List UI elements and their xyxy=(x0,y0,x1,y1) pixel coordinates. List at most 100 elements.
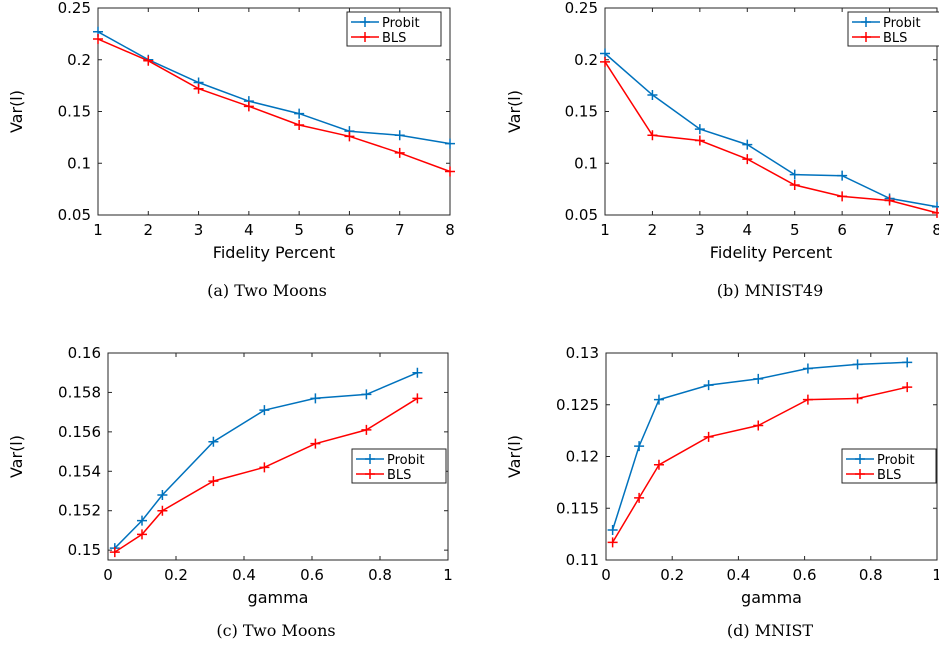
series-line-probit xyxy=(604,52,938,208)
data-point-bls xyxy=(412,393,423,404)
y-tick-label: 0.152 xyxy=(58,502,101,520)
legend-marker xyxy=(861,32,871,42)
x-tick-label: 2 xyxy=(648,221,658,239)
series-line-probit xyxy=(611,361,908,531)
legend-box xyxy=(841,448,937,484)
x-tick-label: 4 xyxy=(244,221,254,239)
x-tick-label: 6 xyxy=(837,221,847,239)
y-tick-label: 0.11 xyxy=(566,551,599,569)
x-tick-label: 6 xyxy=(345,221,355,239)
data-point-bls xyxy=(932,207,939,218)
data-point-probit xyxy=(902,357,913,368)
data-point-probit xyxy=(802,363,813,374)
data-point-bls xyxy=(193,83,204,94)
y-tick-label: 0.12 xyxy=(566,448,599,466)
data-point-probit xyxy=(703,380,714,391)
x-tick-label: 0 xyxy=(103,566,113,584)
data-point-probit xyxy=(208,436,219,447)
data-point-probit xyxy=(157,489,168,500)
data-point-probit xyxy=(259,405,270,416)
data-point-bls xyxy=(703,431,714,442)
legend-label: Probit xyxy=(387,453,425,468)
y-axis-label: Var(l) xyxy=(7,435,26,478)
data-point-probit xyxy=(394,130,405,141)
y-tick-label: 0.05 xyxy=(58,206,91,224)
legend-label: Probit xyxy=(877,453,915,468)
data-point-bls xyxy=(93,34,103,45)
data-point-probit xyxy=(742,139,753,150)
x-tick-label: 0.6 xyxy=(793,566,817,584)
legend-box xyxy=(346,11,442,47)
data-point-bls xyxy=(789,179,800,190)
legend-label: BLS xyxy=(883,31,907,46)
x-axis-label: Fidelity Percent xyxy=(213,243,335,262)
x-axis-label: Fidelity Percent xyxy=(710,243,832,262)
data-point-bls xyxy=(157,505,168,516)
x-axis-label: gamma xyxy=(741,588,802,607)
data-point-bls xyxy=(600,56,610,67)
y-tick-label: 0.25 xyxy=(565,0,598,17)
x-tick-label: 3 xyxy=(194,221,204,239)
data-point-bls xyxy=(694,135,705,146)
data-point-bls xyxy=(607,537,618,548)
data-point-bls xyxy=(802,394,813,405)
subfigure-caption: (a) Two Moons xyxy=(207,281,327,300)
data-point-bls xyxy=(445,166,455,177)
chart-panel-2: 1 2 3 4 5 6 7 8 0.05 0.1 0.15 0.2 0.25 Fidelity Perce… xyxy=(505,0,939,300)
y-tick-label: 0.15 xyxy=(565,103,598,121)
y-tick-label: 0.154 xyxy=(58,462,101,480)
data-point-bls xyxy=(753,420,764,431)
series-line-bls xyxy=(604,61,938,214)
y-tick-label: 0.156 xyxy=(58,423,101,441)
x-tick-label: 4 xyxy=(743,221,753,239)
legend-marker xyxy=(365,454,375,464)
data-point-probit xyxy=(789,169,800,180)
y-axis-label: Var(l) xyxy=(7,90,26,133)
x-tick-label: 1 xyxy=(600,221,610,239)
data-point-probit xyxy=(361,389,372,400)
x-tick-label: 8 xyxy=(932,221,939,239)
data-point-bls xyxy=(294,119,305,130)
y-tick-label: 0.15 xyxy=(68,541,101,559)
x-tick-label: 8 xyxy=(445,221,455,239)
legend-marker xyxy=(365,469,375,479)
x-tick-label: 5 xyxy=(294,221,304,239)
legend-label: Probit xyxy=(382,16,420,31)
x-tick-label: 7 xyxy=(395,221,405,239)
data-point-probit xyxy=(837,170,848,181)
x-tick-label: 0.2 xyxy=(660,566,684,584)
y-tick-label: 0.25 xyxy=(58,0,91,17)
data-point-probit xyxy=(137,515,147,526)
y-tick-label: 0.1 xyxy=(574,154,598,172)
subfigure-caption: (d) MNIST xyxy=(727,621,813,640)
subfigure-caption: (c) Two Moons xyxy=(216,621,335,640)
data-point-bls xyxy=(259,462,270,473)
data-point-probit xyxy=(412,367,423,378)
y-axis-label: Var(l) xyxy=(505,435,524,478)
chart-panel-1: 1 2 3 4 5 6 7 8 0.05 0.1 0.15 0.2 0.25 Fidelity Perce… xyxy=(7,0,455,300)
y-tick-label: 0.2 xyxy=(574,51,598,69)
x-axis-label: gamma xyxy=(248,588,309,607)
y-tick-label: 0.115 xyxy=(556,499,599,517)
legend-label: BLS xyxy=(877,468,901,483)
chart-panel-3: 0 0.2 0.4 0.6 0.8 1 0.15 0.152 0.154 0.156 0.158 0.… xyxy=(7,344,453,640)
series-line-bls xyxy=(114,397,418,553)
x-tick-label: 3 xyxy=(695,221,705,239)
x-tick-label: 0.4 xyxy=(232,566,256,584)
data-point-bls xyxy=(852,393,863,404)
data-point-probit xyxy=(694,124,705,135)
series-line-bls xyxy=(611,386,908,543)
data-point-bls xyxy=(902,382,913,393)
data-point-probit xyxy=(607,524,618,535)
x-tick-label: 0.4 xyxy=(726,566,750,584)
x-tick-label: 5 xyxy=(790,221,800,239)
y-tick-label: 0.1 xyxy=(67,154,91,172)
legend-marker xyxy=(360,32,370,42)
data-point-probit xyxy=(294,108,305,119)
x-tick-label: 1 xyxy=(932,566,939,584)
x-tick-label: 7 xyxy=(885,221,895,239)
legend-label: BLS xyxy=(382,31,406,46)
